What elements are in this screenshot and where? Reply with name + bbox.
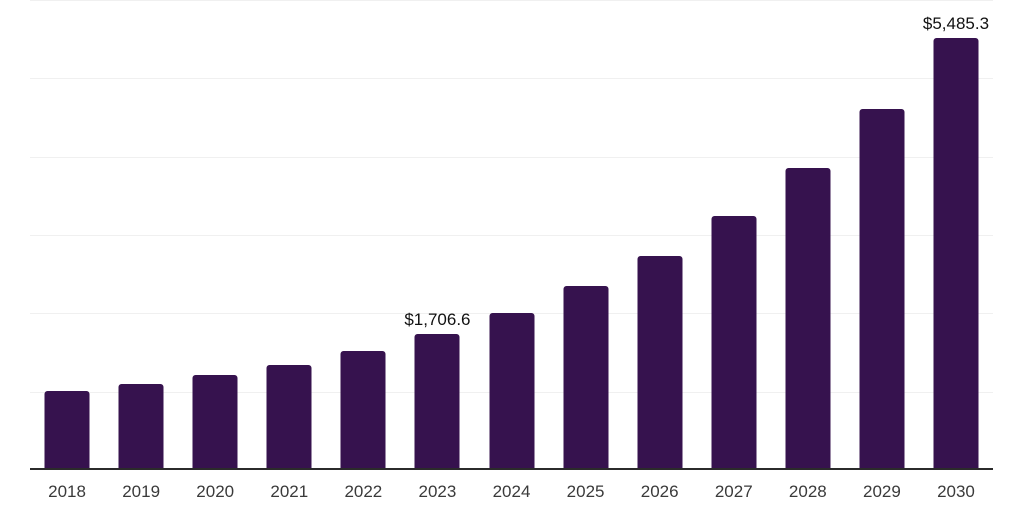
- gridline-3000: [30, 235, 993, 236]
- gridline-5000: [30, 78, 993, 80]
- bar-chart: $1,706.6 $5,485.3 2018 2019 2020 2021 2022 202…: [30, 0, 993, 502]
- x-tick-label-2019: 2019: [122, 482, 161, 501]
- x-tick-label-2020: 2020: [196, 482, 235, 501]
- bar-2026: [637, 255, 683, 468]
- gridline-6000: [30, 0, 993, 1]
- bar-slot-2029: [845, 0, 919, 468]
- bar-slot-2021: [252, 0, 326, 468]
- bar-2018: [44, 390, 90, 468]
- bar-slot-2026: [623, 0, 697, 468]
- x-tick-label-2021: 2021: [270, 482, 309, 501]
- bar-slot-2018: [30, 0, 104, 468]
- bar-slot-2023: $1,706.6: [400, 0, 474, 468]
- x-tick-label-2025: 2025: [566, 482, 605, 501]
- x-tick-label-2029: 2029: [862, 482, 901, 501]
- bar-2019: [118, 383, 164, 468]
- bar-slot-2030: $5,485.3: [919, 0, 993, 468]
- bar-2028: [785, 168, 831, 468]
- x-tick-label-2023: 2023: [418, 482, 457, 501]
- bar-2029: [859, 109, 905, 468]
- bars-row: $1,706.6 $5,485.3: [30, 0, 993, 468]
- bar-slot-2025: [549, 0, 623, 468]
- bar-slot-2024: [474, 0, 548, 468]
- bar-2030: [933, 38, 979, 468]
- bar-slot-2019: [104, 0, 178, 468]
- value-label-2023: $1,706.6: [404, 310, 471, 330]
- x-tick-label-2022: 2022: [344, 482, 383, 501]
- bar-2023: [414, 334, 460, 468]
- bar-slot-2028: [771, 0, 845, 468]
- x-axis-tick-labels: 2018 2019 2020 2021 2022 2023 2024 2025 2026 2027…: [30, 482, 993, 502]
- bar-slot-2020: [178, 0, 252, 468]
- bar-2020: [192, 374, 238, 468]
- bar-2022: [340, 351, 386, 468]
- gridline-4000: [30, 156, 993, 158]
- bar-2021: [266, 364, 312, 468]
- bar-2025: [563, 285, 609, 468]
- x-tick-label-2030: 2030: [937, 482, 975, 501]
- value-label-2030: $5,485.3: [922, 14, 990, 34]
- bar-2027: [711, 215, 757, 468]
- x-tick-label-2026: 2026: [640, 482, 679, 501]
- x-tick-label-2024: 2024: [492, 482, 531, 501]
- x-tick-label-2028: 2028: [788, 482, 827, 501]
- plot-area: $1,706.6 $5,485.3: [30, 0, 993, 470]
- bar-2024: [489, 312, 534, 468]
- bar-slot-2027: [697, 0, 771, 468]
- x-tick-label-2018: 2018: [48, 482, 86, 501]
- x-tick-label-2027: 2027: [714, 482, 753, 501]
- bar-slot-2022: [326, 0, 400, 468]
